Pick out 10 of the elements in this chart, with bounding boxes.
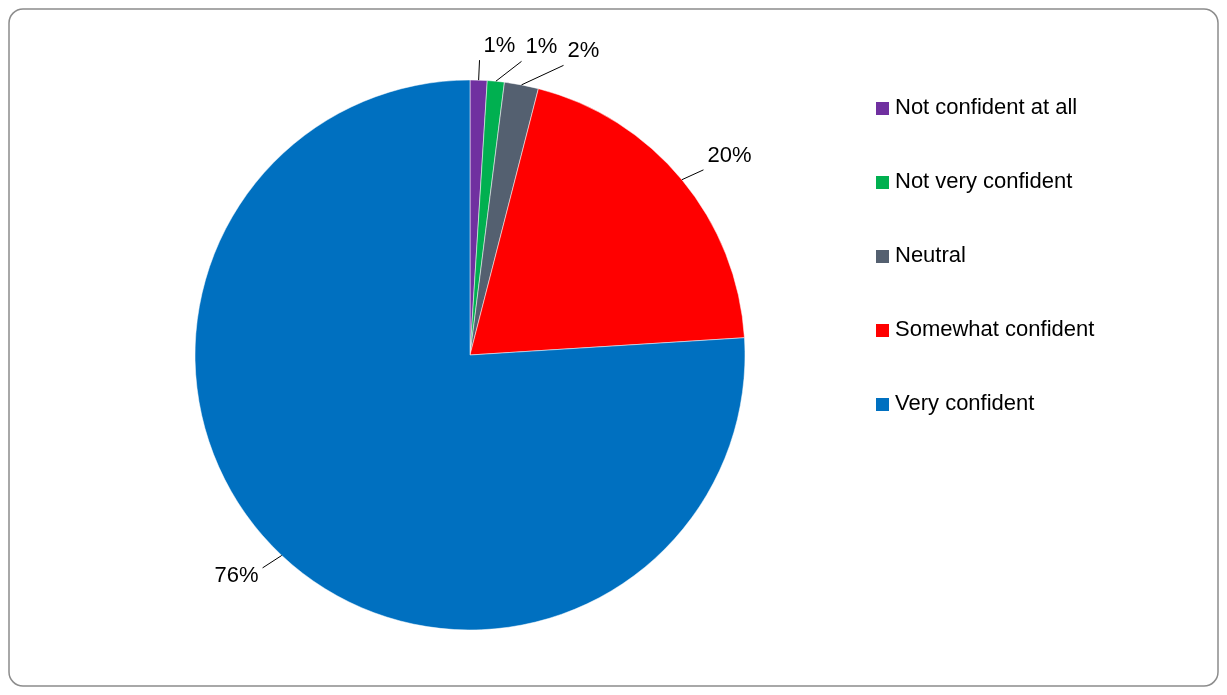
legend-label: Not confident at all bbox=[895, 94, 1078, 119]
legend-label: Neutral bbox=[895, 242, 966, 267]
data-label: 1% bbox=[525, 33, 558, 59]
data-label: 20% bbox=[707, 141, 752, 167]
data-label: 2% bbox=[567, 37, 600, 63]
legend-label: Not very confident bbox=[895, 168, 1073, 193]
legend-label: Somewhat confident bbox=[895, 316, 1095, 341]
data-label: 1% bbox=[483, 32, 516, 58]
data-label: 76% bbox=[214, 561, 259, 587]
legend-label: Very confident bbox=[895, 390, 1035, 415]
